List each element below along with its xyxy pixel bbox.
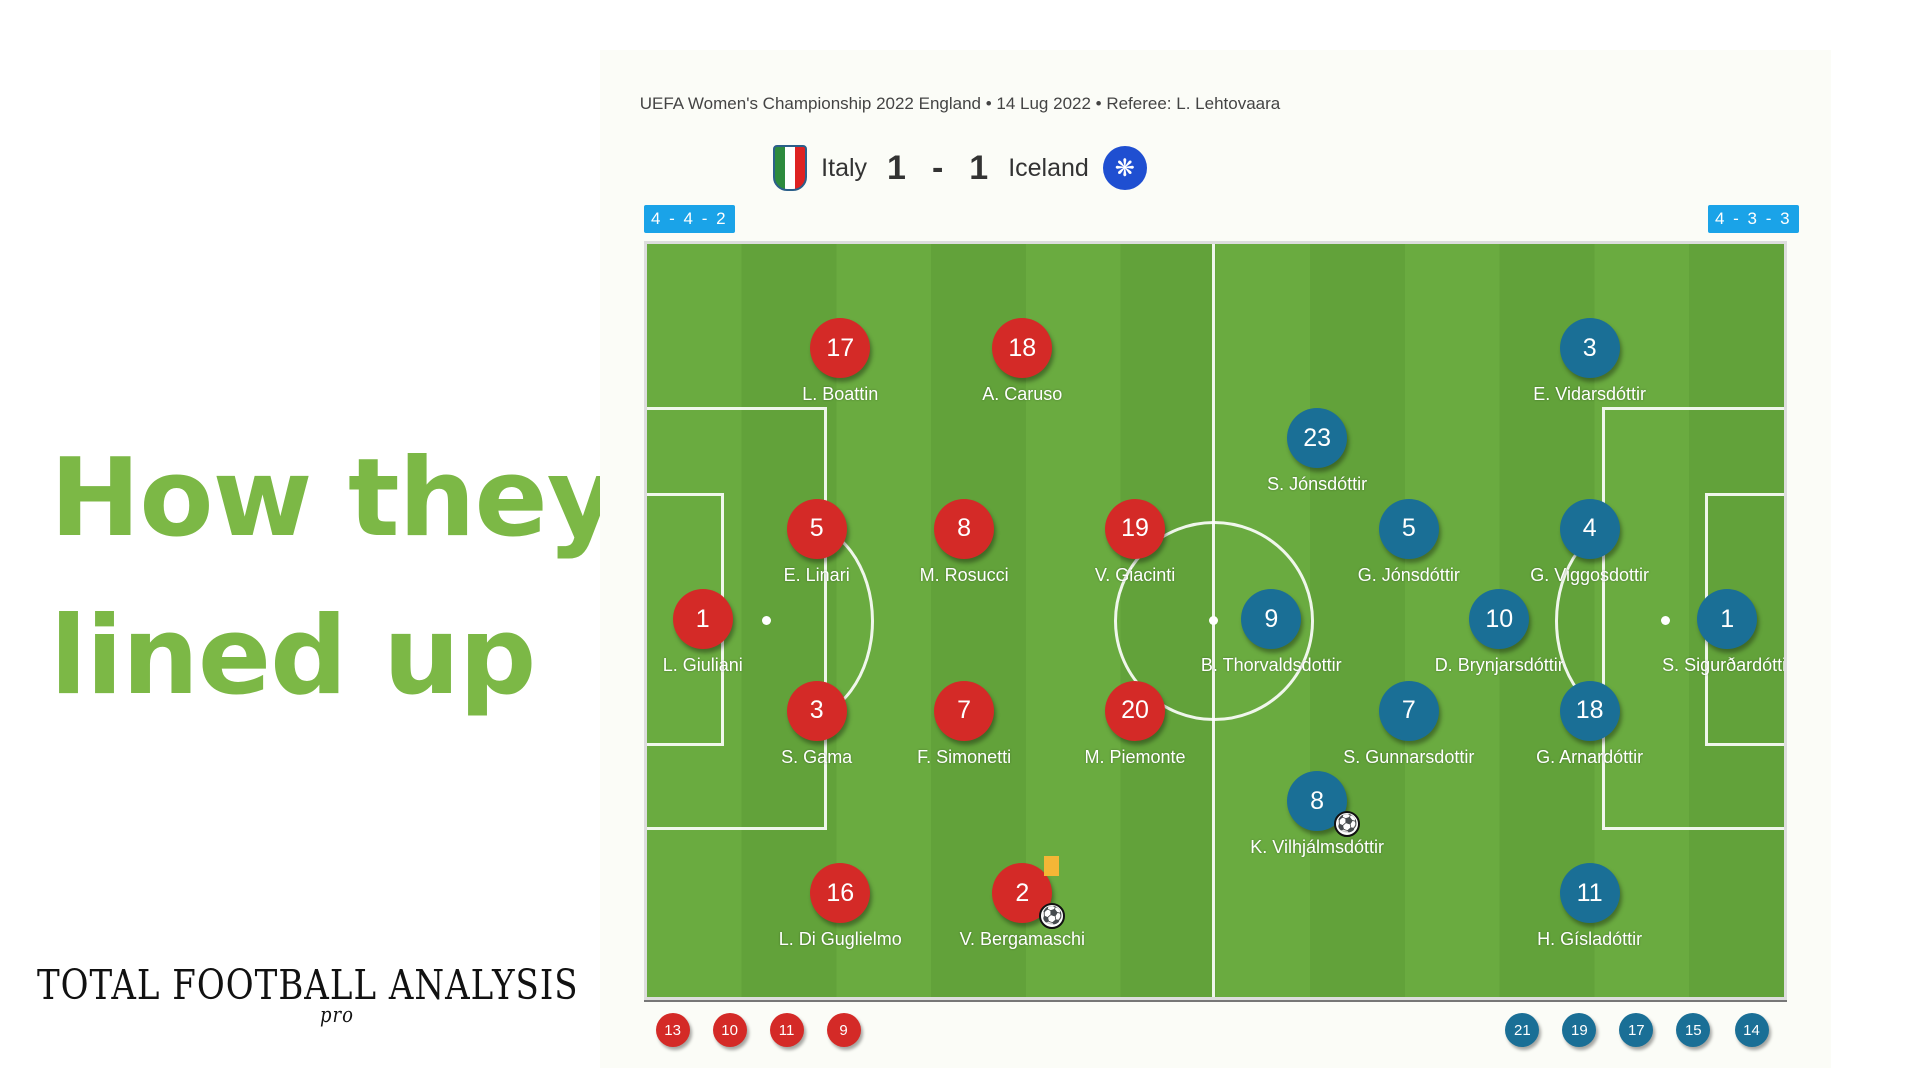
left-penalty-area (647, 407, 827, 830)
player-number: 23 (1287, 408, 1348, 469)
player-name: A. Caruso (982, 384, 1063, 405)
player-name: E. Vidarsdóttir (1533, 384, 1646, 405)
player-name: M. Piemonte (1084, 746, 1186, 767)
away-substitute[interactable]: 21 (1505, 1013, 1540, 1047)
right-penalty-spot (1661, 616, 1670, 625)
player-name: V. Giacinti (1094, 564, 1176, 585)
player-name: S. Gama (781, 746, 853, 767)
player-name: G. Jónsdóttir (1357, 564, 1460, 585)
home-substitute[interactable]: 13 (655, 1013, 690, 1047)
player-number: 10 (1469, 589, 1530, 650)
player-name: B. Thorvaldsdottir (1200, 655, 1342, 676)
score-separator: - (931, 148, 944, 187)
player-number: 1 (1697, 589, 1758, 650)
italy-crest-icon (773, 145, 808, 191)
player-name: L. Giuliani (662, 655, 743, 676)
iceland-crest-icon: ❋ (1102, 146, 1147, 190)
player-name: S. Sigurðardóttir (1662, 655, 1787, 676)
player-name: L. Boattin (802, 384, 879, 405)
player-number: 11 (1559, 863, 1620, 924)
home-substitute[interactable]: 9 (826, 1013, 861, 1047)
headline-line-1: How they (50, 436, 617, 561)
headline: How they lined up (50, 420, 617, 736)
right-penalty-area (1602, 407, 1784, 830)
player-name: H. Gísladóttir (1537, 929, 1643, 950)
center-spot (1209, 616, 1218, 625)
goal-ball-icon: ⚽ (1039, 903, 1066, 930)
player-name: F. Simonetti (917, 746, 1012, 767)
away-substitute[interactable]: 15 (1676, 1013, 1711, 1047)
tfa-logo: TOTAL FOOTBALL ANALYSIS pro (37, 962, 579, 1028)
logo-text: TOTAL FOOTBALL ANALYSIS (37, 962, 579, 1010)
headline-line-2: lined up (50, 594, 536, 719)
left-penalty-spot (762, 616, 771, 625)
away-team: Iceland (1008, 153, 1089, 182)
player-number: 7 (934, 680, 995, 741)
pitch: 1 L. Giuliani 5 E. Linari 3 S. Gama 17 L. Boatt… (644, 241, 1787, 1000)
goal-ball-icon: ⚽ (1334, 811, 1361, 838)
home-formation: 4 - 4 - 2 (644, 205, 735, 233)
player-number: 9 (1241, 589, 1302, 650)
player-number: 18 (1559, 680, 1620, 741)
player-name: S. Gunnarsdottir (1343, 746, 1475, 767)
player-number: 7 (1378, 680, 1439, 741)
player-name: L. Di Guglielmo (778, 929, 902, 950)
player-number: 18 (992, 318, 1053, 379)
player-number: 19 (1105, 498, 1166, 559)
player-number: 16 (810, 863, 871, 924)
player-number: 1 (672, 589, 733, 650)
player-number: 5 (786, 498, 847, 559)
yellow-card-icon (1044, 856, 1060, 877)
home-score: 1 (887, 148, 906, 187)
center-circle (1114, 521, 1314, 721)
logo-suffix: pro (320, 1002, 354, 1028)
scoreline: Italy 1 - 1 Iceland ❋ (0, 145, 1920, 191)
away-substitute[interactable]: 19 (1562, 1013, 1597, 1047)
home-substitute[interactable]: 11 (769, 1013, 804, 1047)
player-name: G. Viggosdottir (1530, 564, 1649, 585)
player-name: S. Jónsdóttir (1267, 474, 1368, 495)
player-number: 20 (1105, 680, 1166, 741)
away-formation: 4 - 3 - 3 (1708, 205, 1799, 233)
player-number: 8 (934, 498, 995, 559)
home-substitute[interactable]: 10 (712, 1013, 747, 1047)
player-name: D. Brynjarsdóttir (1434, 655, 1564, 676)
player-number: 17 (810, 318, 871, 379)
match-meta: UEFA Women's Championship 2022 England •… (639, 94, 1281, 113)
player-name: V. Bergamaschi (959, 929, 1086, 950)
away-substitute[interactable]: 14 (1734, 1013, 1769, 1047)
player-number: 3 (1559, 318, 1620, 379)
player-name: G. Arnardóttir (1536, 746, 1644, 767)
player-name: E. Linari (783, 564, 850, 585)
away-substitute[interactable]: 17 (1619, 1013, 1654, 1047)
player-name: K. Vilhjálmsdóttir (1250, 837, 1384, 858)
player-number: 5 (1378, 498, 1439, 559)
home-team: Italy (821, 153, 868, 182)
away-score: 1 (969, 148, 989, 187)
player-number: 3 (786, 680, 847, 741)
player-name: M. Rosucci (919, 564, 1009, 585)
player-number: 4 (1559, 498, 1620, 559)
